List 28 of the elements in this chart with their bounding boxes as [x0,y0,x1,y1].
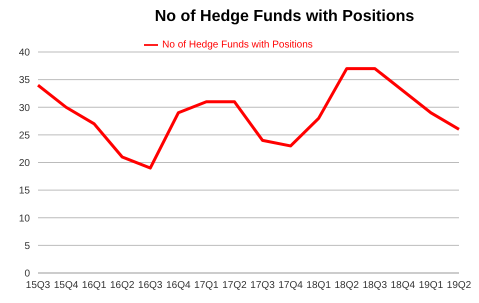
y-tick-label: 5 [24,240,30,252]
x-tick-label: 19Q1 [418,280,444,292]
y-tick-label: 25 [18,130,30,142]
x-tick-label: 18Q4 [390,280,416,292]
x-tick-label: 16Q4 [166,280,191,292]
x-tick-label: 17Q4 [278,280,304,292]
line-series [36,67,460,170]
x-tick-label: 19Q2 [446,280,472,292]
chart-title: No of Hedge Funds with Positions [154,8,416,27]
y-tick-label: 15 [18,186,30,197]
y-tick-label: 20 [18,158,30,170]
x-tick-label: 17Q3 [250,280,276,292]
y-tick-label: 0 [24,268,30,280]
x-tick-label: 17Q1 [194,280,220,292]
x-tick-label: 16Q3 [138,280,163,292]
y-tick-label: 30 [18,102,30,114]
y-tick-label: 35 [18,75,30,86]
x-tick-label: 16Q2 [110,280,135,292]
x-tick-label: 16Q1 [82,280,107,292]
x-tick-label: 15Q3 [26,280,51,292]
x-tick-label: 18Q2 [334,280,360,292]
legend-label: No of Hedge Funds with Positions [162,40,313,51]
x-tick-label: 18Q1 [306,280,332,292]
x-tick-label: 15Q4 [54,280,79,292]
x-tick-label: 17Q2 [222,280,248,292]
y-tick-label: 10 [18,213,30,224]
y-tick-label: 40 [18,48,30,59]
x-tick-label: 18Q3 [362,280,388,292]
